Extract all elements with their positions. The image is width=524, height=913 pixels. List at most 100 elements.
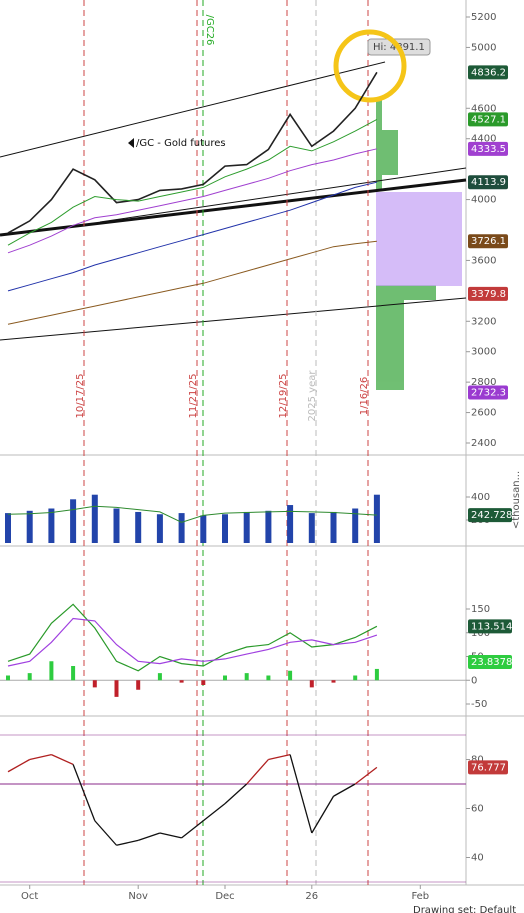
volume-bar xyxy=(156,514,163,543)
price-badge-label: 4527.1 xyxy=(471,114,506,125)
y-tick-label: 60 xyxy=(471,804,484,815)
oscillator-segment xyxy=(202,803,226,822)
volume-bar xyxy=(135,511,142,543)
series-line xyxy=(7,148,378,254)
histogram-bar xyxy=(157,673,162,681)
price-badge-label: 4113.9 xyxy=(471,177,506,188)
y-tick-label: 2400 xyxy=(471,438,496,449)
histogram-bar xyxy=(71,666,76,681)
volume-bar xyxy=(265,510,272,543)
y-tick-label: 40 xyxy=(471,853,484,864)
oscillator-segment xyxy=(137,832,161,841)
profile-bar xyxy=(376,130,398,175)
volume-bar xyxy=(352,508,359,543)
y-tick-label: 4600 xyxy=(471,103,496,114)
marker-label: 10/17/25 xyxy=(75,374,86,419)
histogram-bar xyxy=(244,673,249,681)
value-badge xyxy=(468,508,512,523)
series-line xyxy=(7,118,378,246)
y-tick-label: 2600 xyxy=(471,408,496,419)
price-badge-label: 3726.1 xyxy=(471,236,506,247)
y-tick-label: 4000 xyxy=(471,195,496,206)
series-line xyxy=(7,603,378,672)
histogram-bar xyxy=(27,673,32,681)
series-line xyxy=(7,71,378,234)
marker-label: 11/21/25 xyxy=(188,374,199,419)
volume-bar xyxy=(200,515,207,543)
series-line xyxy=(7,505,377,523)
y-tick-label: 3200 xyxy=(471,316,496,327)
volume-bar xyxy=(48,508,55,543)
oscillator-segment xyxy=(268,753,291,761)
price-badge-label: 2732.3 xyxy=(471,387,506,398)
profile-bar xyxy=(376,300,404,390)
value-badge-label: 23.8378 xyxy=(471,657,512,668)
price-badge xyxy=(468,112,508,127)
value-badge-label: 113.514 xyxy=(471,621,512,632)
histogram-bar xyxy=(179,680,184,683)
histogram-bar xyxy=(374,668,379,681)
x-tick-label: Feb xyxy=(411,891,429,902)
trend-line xyxy=(0,178,467,237)
y-tick-label: 150 xyxy=(471,604,490,615)
y-tick-label: 3000 xyxy=(471,347,496,358)
price-badge xyxy=(468,286,508,301)
value-badge-label: 76.777 xyxy=(471,762,506,773)
marker-label: /GC26 xyxy=(204,15,215,46)
symbol-label: /GC - Gold futures xyxy=(136,138,226,149)
trend-lines xyxy=(0,61,467,341)
histogram-bar xyxy=(288,670,293,681)
value-badge-label: 242.728 xyxy=(471,510,512,521)
marker-label: 1/16/26 xyxy=(359,377,370,416)
volume-bar xyxy=(70,499,77,543)
oscillator-segment xyxy=(51,754,74,765)
volume-bar xyxy=(222,514,228,543)
y-tick-label: 2800 xyxy=(471,377,496,388)
profile-bar xyxy=(376,285,436,300)
y-tick-label: 400 xyxy=(471,492,490,503)
y-tick-label: 5000 xyxy=(471,42,496,53)
oscillator-segment xyxy=(159,832,182,839)
x-tick-label: 26 xyxy=(305,891,318,902)
price-badge xyxy=(468,175,508,190)
oscillator-segment xyxy=(311,795,335,834)
y-tick-label: 0 xyxy=(471,675,477,686)
histogram-bar xyxy=(6,675,10,681)
oscillator-segment xyxy=(289,754,313,834)
volume-bar xyxy=(373,494,380,543)
histogram-bar xyxy=(49,661,54,681)
volume-bar xyxy=(243,511,250,543)
toolbar-text: Drawing set: Default xyxy=(413,905,516,913)
volume-bar xyxy=(113,508,120,543)
histogram-bar xyxy=(309,680,314,688)
y-tick-label: 5200 xyxy=(471,12,496,23)
histogram-bar xyxy=(114,680,119,697)
histogram-bar xyxy=(136,680,141,690)
volume-bar xyxy=(178,513,185,543)
oscillator-segment xyxy=(116,839,139,846)
y-tick-label: 4400 xyxy=(471,134,496,145)
oscillator-segment xyxy=(224,783,248,805)
highlight-circle xyxy=(333,29,407,103)
price-badge-label: 3379.8 xyxy=(471,289,506,300)
y-tick-label: 80 xyxy=(471,755,484,766)
oscillator-segment xyxy=(181,820,204,839)
oscillator-segment xyxy=(333,783,356,797)
histogram-bar xyxy=(266,675,271,681)
volume-bar xyxy=(308,513,315,543)
value-badge xyxy=(468,655,512,669)
y-axis-label: <thousan... xyxy=(511,471,522,529)
marker-label: 12/19/25 xyxy=(278,374,289,419)
price-badge xyxy=(468,234,508,249)
oscillator-segment xyxy=(72,764,96,821)
price-badge-label: 4333.5 xyxy=(471,144,506,155)
oscillator-segment xyxy=(29,753,52,761)
markers xyxy=(83,0,369,885)
volume-bar xyxy=(330,511,337,543)
oscillator-segment xyxy=(354,766,378,785)
histogram-bar xyxy=(353,675,358,681)
x-tick-label: Nov xyxy=(128,891,148,902)
x-tick-label: Oct xyxy=(21,891,38,902)
